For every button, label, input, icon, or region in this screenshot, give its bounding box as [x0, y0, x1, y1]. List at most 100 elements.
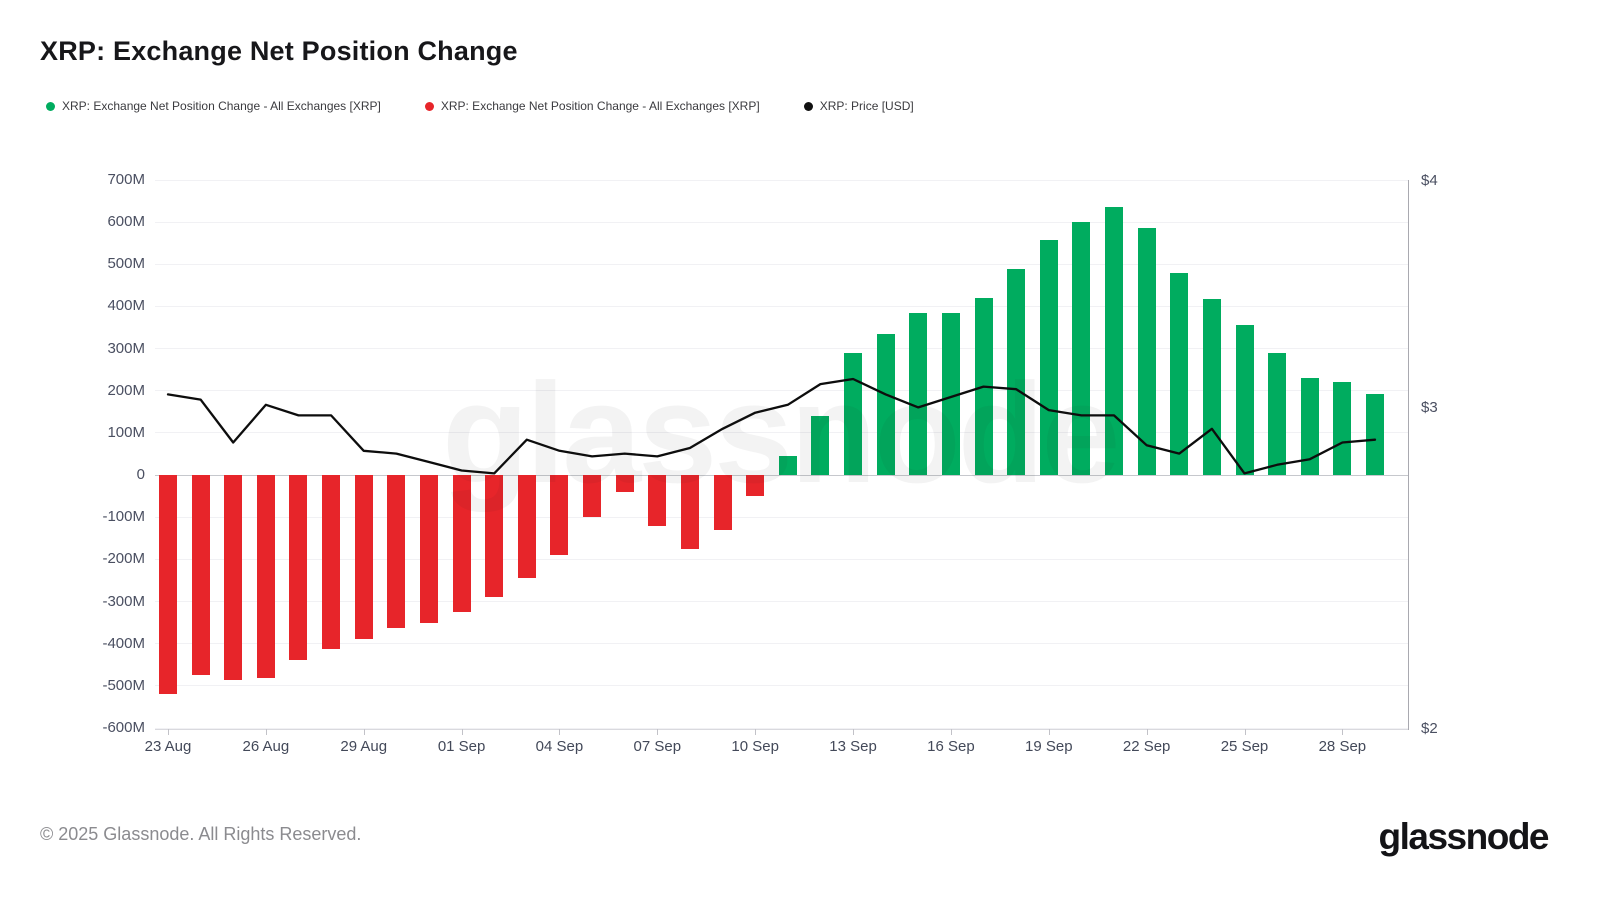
legend-label: XRP: Exchange Net Position Change - All …	[62, 99, 381, 113]
y-axis-label: 700M	[107, 171, 145, 188]
gridline	[155, 221, 1408, 223]
net-position-bar-23-Aug[interactable]	[159, 475, 177, 695]
x-axis-tick	[755, 729, 757, 735]
y-axis-label: 300M	[107, 339, 145, 357]
net-position-bar-30-Aug[interactable]	[387, 475, 406, 628]
gridline	[155, 263, 1408, 265]
net-position-bar-16-Sep[interactable]	[941, 312, 960, 476]
x-axis-tick	[1342, 729, 1344, 735]
zero-gridline	[155, 474, 1408, 476]
legend-item-net-position-positive[interactable]: XRP: Exchange Net Position Change - All …	[46, 99, 381, 113]
x-axis-tick	[265, 729, 267, 735]
y-axis-label: -300M	[102, 592, 145, 610]
net-position-bar-24-Aug[interactable]	[191, 475, 210, 676]
net-position-bar-02-Sep[interactable]	[485, 475, 504, 598]
gridline	[155, 643, 1408, 645]
x-axis-tick	[1244, 729, 1246, 735]
net-position-bar-19-Sep[interactable]	[1039, 240, 1058, 476]
net-position-bar-01-Sep[interactable]	[452, 475, 471, 613]
gridline	[155, 305, 1408, 307]
net-position-bar-03-Sep[interactable]	[517, 475, 536, 579]
net-position-bar-25-Aug[interactable]	[224, 475, 243, 681]
x-axis-label: 26 Aug	[242, 738, 290, 755]
price-axis-label: $2	[1421, 720, 1438, 737]
net-position-bar-31-Aug[interactable]	[419, 475, 438, 623]
gridline	[155, 432, 1408, 434]
gridline	[155, 727, 1408, 729]
net-position-bar-20-Sep[interactable]	[1072, 222, 1091, 476]
legend-item-net-position-negative[interactable]: XRP: Exchange Net Position Change - All …	[424, 99, 760, 113]
y-axis-label: -400M	[102, 634, 145, 652]
net-position-bar-07-Sep[interactable]	[648, 475, 667, 526]
x-axis-tick	[363, 729, 365, 735]
net-position-bar-04-Sep[interactable]	[550, 475, 569, 556]
net-position-bar-25-Sep[interactable]	[1235, 325, 1254, 476]
x-axis-label: 13 Sep	[829, 738, 877, 755]
price-axis-label: $3	[1421, 399, 1438, 417]
x-axis-tick	[559, 729, 561, 735]
y-axis-label: -600M	[102, 719, 145, 736]
net-position-bar-27-Sep[interactable]	[1300, 378, 1319, 476]
right-axis-line	[1408, 180, 1409, 730]
net-position-bar-09-Sep[interactable]	[713, 475, 732, 530]
net-position-bar-11-Sep[interactable]	[778, 456, 797, 476]
x-axis-line	[155, 729, 1409, 730]
y-axis-label: 0	[136, 466, 145, 484]
x-axis-tick	[1048, 729, 1050, 735]
net-position-bar-22-Sep[interactable]	[1137, 227, 1156, 476]
net-position-bar-05-Sep[interactable]	[583, 475, 602, 518]
x-axis-label: 04 Sep	[535, 738, 584, 755]
copyright-text: © 2025 Glassnode. All Rights Reserved.	[40, 824, 362, 844]
net-position-bar-08-Sep[interactable]	[680, 475, 699, 549]
net-position-bar-28-Aug[interactable]	[322, 475, 341, 649]
x-axis-tick	[1146, 729, 1148, 735]
y-axis-label: -100M	[102, 508, 145, 526]
y-axis-label: 200M	[107, 381, 145, 399]
x-axis-tick	[461, 729, 463, 735]
net-position-bar-29-Aug[interactable]	[354, 475, 373, 640]
net-position-bar-29-Sep[interactable]	[1366, 394, 1384, 476]
x-axis-label: 25 Sep	[1220, 738, 1269, 755]
page-title: XRP: Exchange Net Position Change	[40, 36, 518, 66]
gridline	[155, 601, 1408, 603]
glassnode-logo: glassnode	[1378, 816, 1550, 857]
x-axis-label: 22 Sep	[1122, 738, 1171, 755]
gridline	[155, 390, 1408, 392]
price-line	[166, 377, 1377, 475]
x-axis-label: 10 Sep	[731, 738, 779, 755]
net-position-bar-21-Sep[interactable]	[1105, 207, 1124, 476]
net-position-bar-12-Sep[interactable]	[811, 416, 830, 476]
x-axis-label: 16 Sep	[927, 738, 975, 755]
gridline	[155, 558, 1408, 560]
net-position-bar-23-Sep[interactable]	[1170, 272, 1189, 476]
y-axis-label: 500M	[107, 255, 145, 273]
legend-label: XRP: Price [USD]	[819, 99, 914, 113]
gridline	[155, 179, 1408, 181]
x-axis-tick	[950, 729, 952, 735]
net-position-bar-14-Sep[interactable]	[876, 333, 895, 476]
y-axis-label: -500M	[102, 676, 145, 694]
y-axis-label: -200M	[102, 550, 145, 568]
net-position-bar-10-Sep[interactable]	[746, 475, 765, 497]
price-line-layer	[166, 377, 1377, 475]
net-position-bar-18-Sep[interactable]	[1007, 268, 1026, 476]
net-position-bar-27-Aug[interactable]	[289, 475, 308, 660]
x-axis-label: 07 Sep	[633, 738, 682, 755]
x-axis-label: 19 Sep	[1025, 738, 1073, 755]
net-position-bar-26-Sep[interactable]	[1268, 352, 1287, 476]
net-position-bar-26-Aug[interactable]	[256, 475, 275, 679]
net-position-bar-15-Sep[interactable]	[909, 312, 928, 476]
legend-item-price[interactable]: XRP: Price [USD]	[803, 99, 914, 113]
net-position-bar-28-Sep[interactable]	[1333, 382, 1352, 476]
legend: XRP: Exchange Net Position Change - All …	[46, 99, 958, 113]
legend-dot-green-icon	[46, 101, 55, 111]
legend-dot-black-icon	[803, 101, 813, 111]
x-axis-tick	[657, 729, 659, 735]
gridline	[155, 516, 1408, 518]
plot-area[interactable]	[155, 179, 1408, 729]
net-position-bar-06-Sep[interactable]	[615, 475, 634, 492]
legend-label: XRP: Exchange Net Position Change - All …	[440, 99, 760, 113]
gridline	[155, 348, 1408, 350]
net-position-bar-13-Sep[interactable]	[844, 352, 863, 476]
